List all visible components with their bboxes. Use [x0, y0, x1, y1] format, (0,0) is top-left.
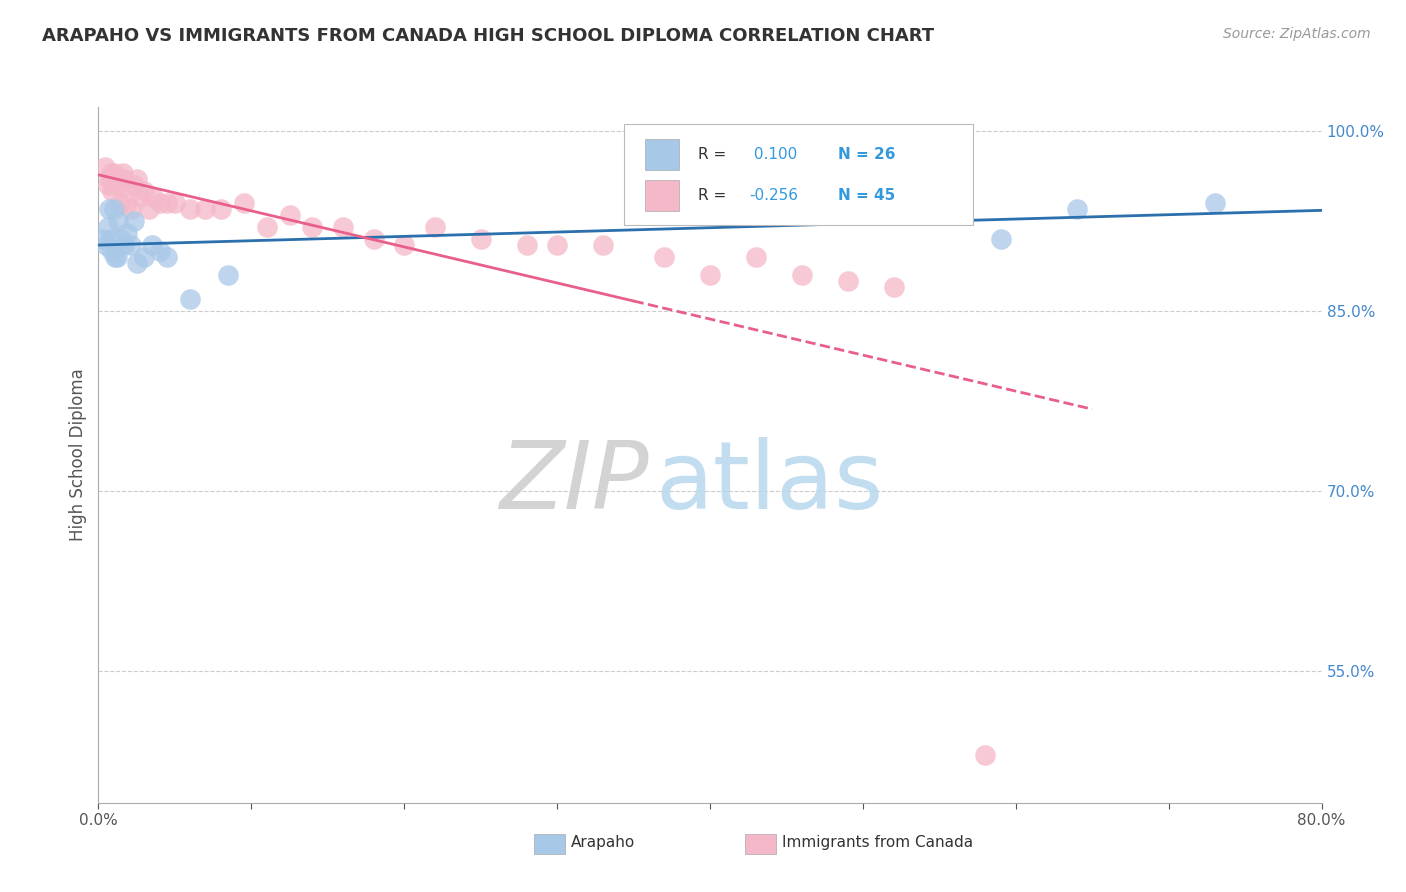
Point	[97, 219, 120, 234]
Point	[93, 160, 115, 174]
Point	[883, 280, 905, 294]
Point	[112, 172, 135, 186]
Point	[117, 226, 139, 240]
Bar	[645, 138, 679, 169]
Point	[125, 172, 148, 186]
Text: 0.100: 0.100	[749, 146, 797, 161]
Point	[652, 250, 675, 264]
Bar	[645, 180, 679, 211]
Point	[125, 256, 148, 270]
Text: ARAPAHO VS IMMIGRANTS FROM CANADA HIGH SCHOOL DIPLOMA CORRELATION CHART: ARAPAHO VS IMMIGRANTS FROM CANADA HIGH S…	[42, 27, 935, 45]
Point	[256, 219, 278, 234]
Point	[100, 232, 122, 246]
Point	[149, 244, 172, 258]
Point	[111, 166, 134, 180]
Point	[217, 268, 239, 282]
Point	[790, 268, 813, 282]
Point	[120, 238, 142, 252]
Point	[122, 214, 145, 228]
Point	[108, 196, 131, 211]
Point	[974, 747, 997, 762]
Point	[363, 232, 385, 246]
Point	[142, 190, 165, 204]
Point	[156, 196, 179, 211]
Text: N = 45: N = 45	[838, 188, 896, 203]
Point	[103, 166, 125, 180]
Text: -0.256: -0.256	[749, 188, 799, 203]
Text: R =: R =	[697, 146, 731, 161]
Point	[105, 250, 128, 264]
Point	[110, 232, 132, 246]
Point	[332, 219, 354, 234]
Point	[1066, 202, 1088, 216]
Point	[301, 219, 323, 234]
Point	[470, 232, 492, 246]
Point	[149, 196, 172, 211]
Point	[837, 274, 859, 288]
Point	[138, 202, 160, 216]
Point	[112, 238, 135, 252]
Point	[101, 244, 124, 258]
Point	[134, 184, 156, 198]
Point	[128, 190, 150, 204]
Point	[134, 250, 156, 264]
Text: R =: R =	[697, 188, 731, 203]
Point	[745, 250, 768, 264]
Point	[107, 214, 129, 228]
Point	[98, 172, 121, 186]
Text: N = 26: N = 26	[838, 146, 896, 161]
Point	[104, 250, 127, 264]
Point	[105, 178, 128, 192]
Point	[392, 238, 416, 252]
Text: Source: ZipAtlas.com: Source: ZipAtlas.com	[1223, 27, 1371, 41]
Point	[179, 202, 201, 216]
Point	[990, 232, 1012, 246]
Point	[423, 219, 446, 234]
Point	[107, 172, 129, 186]
Point	[232, 196, 254, 211]
Point	[97, 178, 120, 192]
Point	[101, 184, 124, 198]
Point	[546, 238, 568, 252]
Point	[209, 202, 232, 216]
Point	[156, 250, 179, 264]
Y-axis label: High School Diploma: High School Diploma	[69, 368, 87, 541]
Text: Immigrants from Canada: Immigrants from Canada	[782, 836, 973, 850]
Point	[94, 238, 117, 252]
Point	[122, 178, 145, 192]
Point	[103, 202, 125, 216]
Text: ZIP: ZIP	[499, 437, 648, 528]
Point	[194, 202, 217, 216]
Point	[699, 268, 721, 282]
Point	[98, 202, 121, 216]
Point	[115, 178, 138, 192]
Point	[100, 166, 122, 180]
Point	[592, 238, 614, 252]
Text: atlas: atlas	[655, 437, 883, 529]
Point	[117, 196, 139, 211]
Point	[120, 202, 142, 216]
Point	[278, 208, 301, 222]
Point	[163, 196, 186, 211]
Point	[91, 232, 114, 246]
Point	[1204, 196, 1226, 211]
Text: Arapaho: Arapaho	[571, 836, 636, 850]
Point	[179, 292, 201, 306]
Point	[623, 208, 645, 222]
Point	[516, 238, 538, 252]
FancyBboxPatch shape	[624, 124, 973, 226]
Point	[141, 238, 163, 252]
